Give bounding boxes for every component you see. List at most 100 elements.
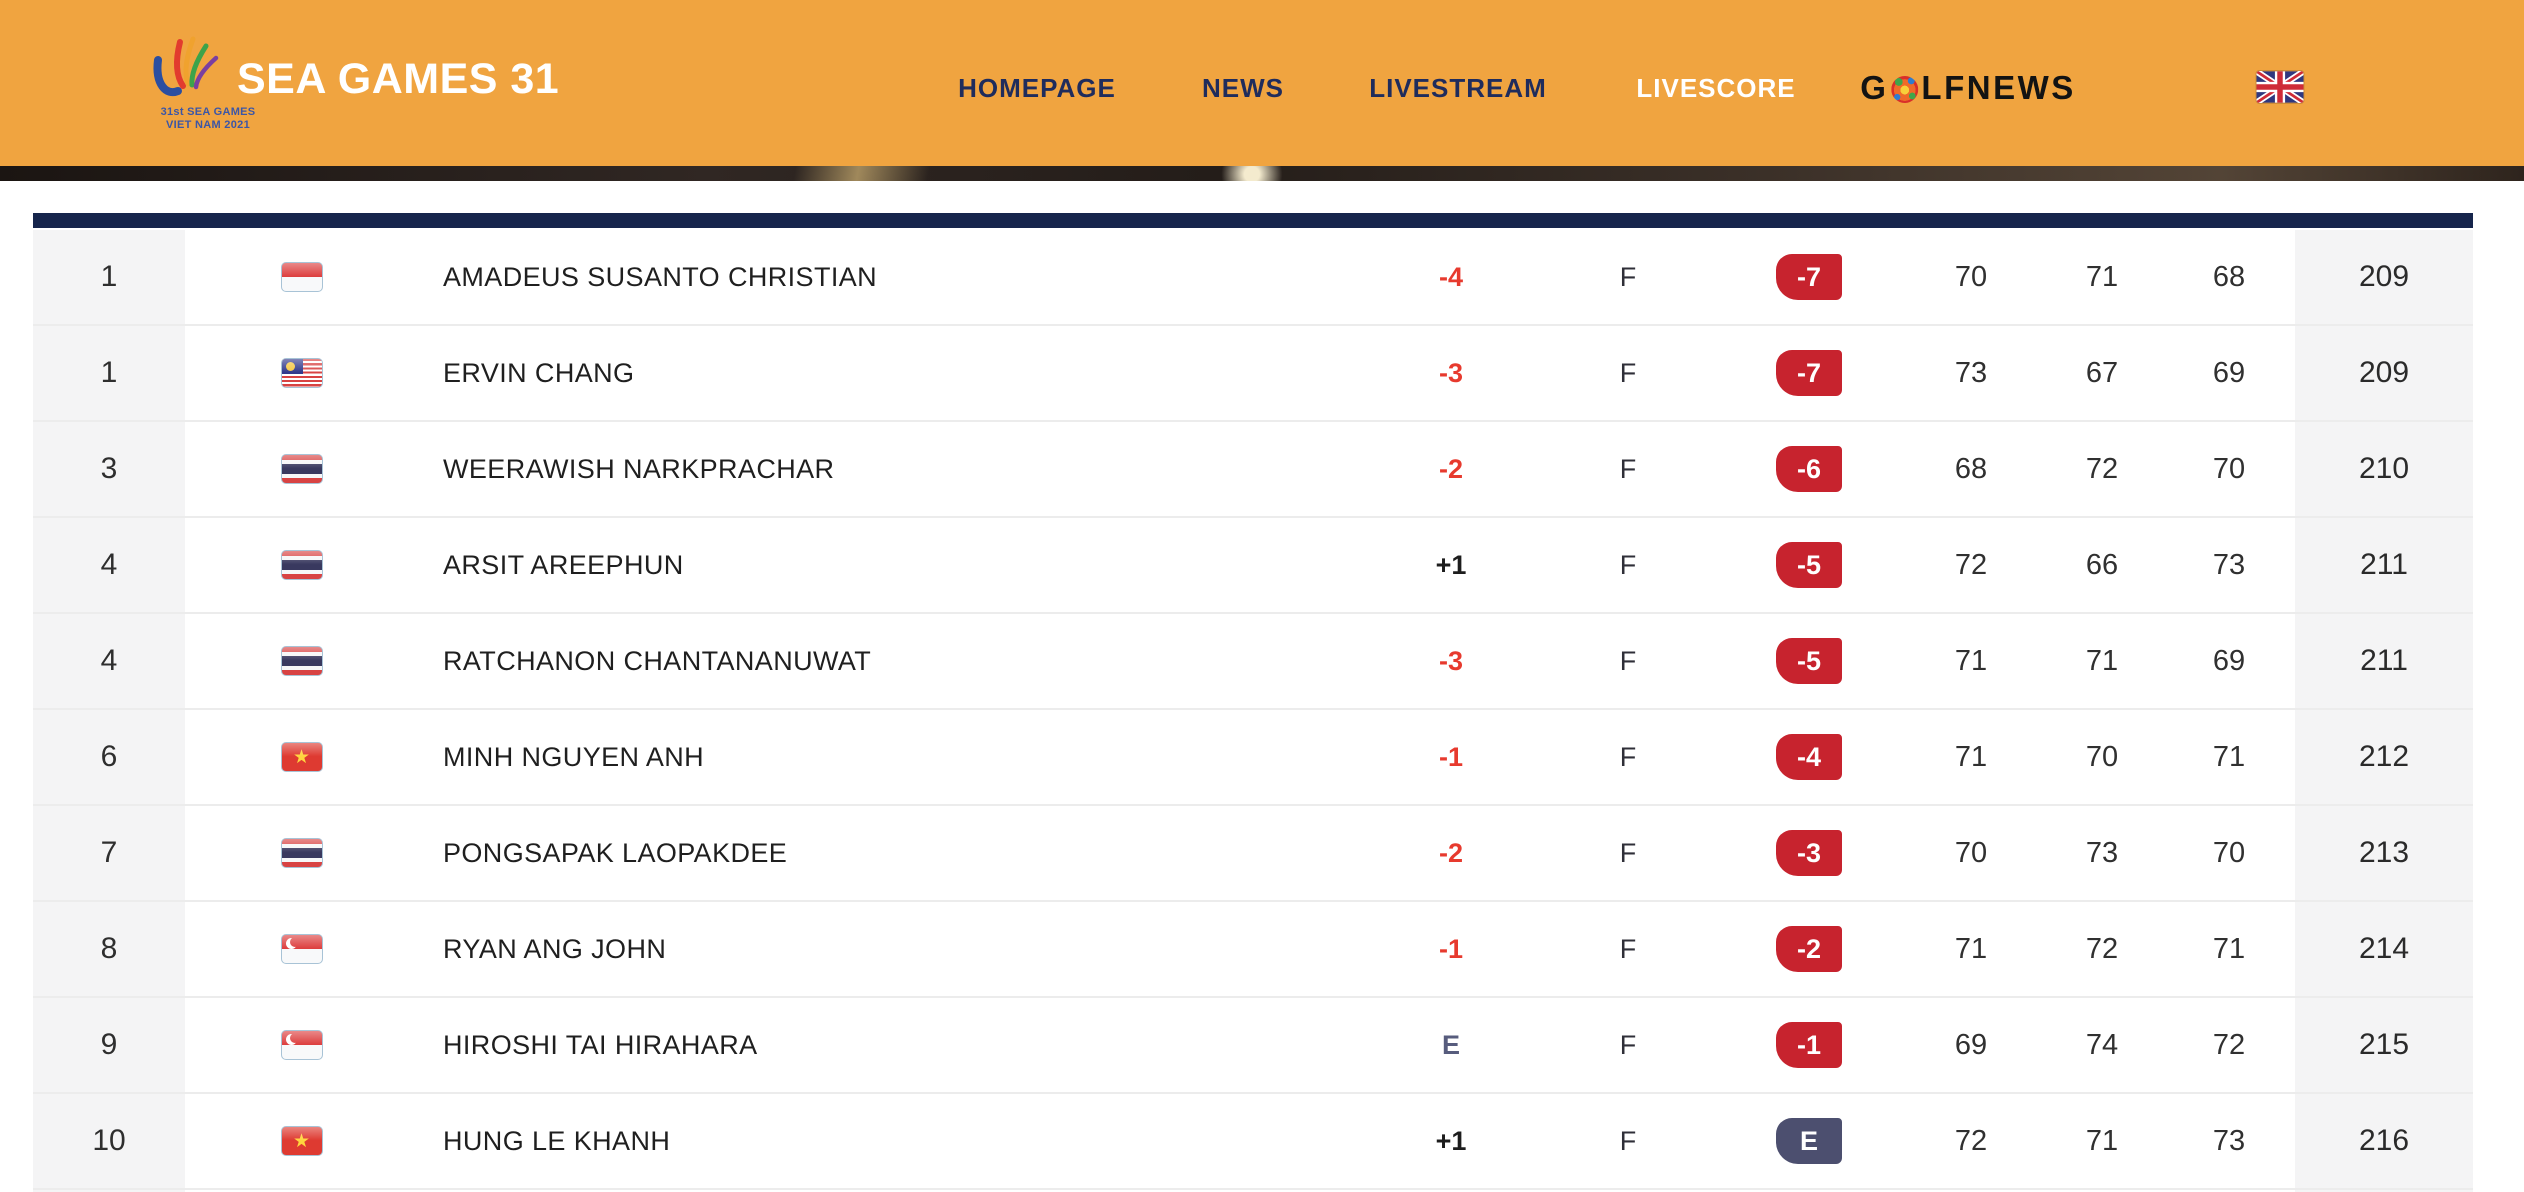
rank-cell: 8 <box>33 902 185 996</box>
rank-cell: 4 <box>33 518 185 612</box>
thru-status: F <box>1619 1029 1637 1060</box>
rank-cell: 10 <box>33 1094 185 1188</box>
table-row[interactable]: 7 PONGSAPAK LAOPAKDEE -2 F -3 70 73 70 2… <box>33 806 2473 902</box>
table-row[interactable]: 9 HIROSHI TAI HIRAHARA E F -1 69 74 72 2… <box>33 998 2473 1094</box>
round3-score: 73 <box>2212 548 2246 581</box>
round1-score: 70 <box>1954 260 1988 293</box>
brand-tagline-line2: VIET NAM 2021 <box>166 119 250 131</box>
flag-cell <box>185 518 418 612</box>
nav-item-livescore[interactable]: LIVESCORE <box>1636 73 1796 103</box>
table-row[interactable]: 3 WEERAWISH NARKPRACHAR -2 F -6 68 72 70… <box>33 422 2473 518</box>
round1-score: 69 <box>1954 1028 1988 1061</box>
country-flag-icon-sg <box>280 1030 323 1060</box>
score-badge: -1 <box>1776 1022 1842 1068</box>
nav-item-news[interactable]: NEWS <box>1202 73 1284 103</box>
flag-cell <box>185 998 418 1092</box>
table-row[interactable]: 10 ★ HUNG LE KHANH +1 F E 72 71 73 216 <box>33 1094 2473 1190</box>
round1-score: 73 <box>1954 356 1988 389</box>
golfnews-prefix: G <box>1860 69 1889 106</box>
score-badge: E <box>1776 1118 1842 1164</box>
table-row[interactable]: 1 AMADEUS SUSANTO CHRISTIAN -4 F -7 70 7… <box>33 230 2473 326</box>
player-name[interactable]: HIROSHI TAI HIRAHARA <box>443 1029 758 1060</box>
thru-status: F <box>1619 357 1637 388</box>
country-flag-icon-th <box>280 550 323 580</box>
round1-score: 71 <box>1954 644 1988 677</box>
today-score: E <box>1441 1029 1460 1060</box>
round2-score: 70 <box>2085 740 2119 773</box>
to-par-cell: E <box>1717 1094 1901 1188</box>
country-flag-icon-my <box>280 358 323 388</box>
player-name[interactable]: AMADEUS SUSANTO CHRISTIAN <box>443 261 878 292</box>
table-row[interactable]: 4 ARSIT AREEPHUN +1 F -5 72 66 73 211 <box>33 518 2473 614</box>
brand-tagline: 31st SEA GAMES VIET NAM 2021 <box>138 106 278 132</box>
language-flag-uk-icon[interactable] <box>2256 71 2304 103</box>
round1-score: 71 <box>1954 740 1988 773</box>
total-score: 212 <box>2295 710 2473 804</box>
total-score <box>2295 1190 2473 1192</box>
banner-image-strip <box>0 166 2524 181</box>
player-name[interactable]: RYAN ANG JOHN <box>443 933 667 964</box>
table-row[interactable]: 4 RATCHANON CHANTANANUWAT -3 F -5 71 71 … <box>33 614 2473 710</box>
today-score: -3 <box>1438 645 1463 676</box>
main-nav: HOMEPAGE NEWS LIVESTREAM LIVESCORE <box>0 0 2524 166</box>
nav-item-homepage[interactable]: HOMEPAGE <box>958 73 1116 103</box>
score-badge: -7 <box>1776 254 1842 300</box>
score-badge: -7 <box>1776 350 1842 396</box>
total-score: 213 <box>2295 806 2473 900</box>
brand-logo[interactable]: 31st SEA GAMES VIET NAM 2021 SEA GAMES 3… <box>146 0 566 166</box>
player-name[interactable]: ARSIT AREEPHUN <box>443 549 684 580</box>
player-name[interactable]: ERVIN CHANG <box>443 357 635 388</box>
nav-item-livestream[interactable]: LIVESTREAM <box>1369 73 1547 103</box>
player-name[interactable]: MINH NGUYEN ANH <box>443 741 705 772</box>
round2-score: 73 <box>2085 836 2119 869</box>
round3-score: 72 <box>2212 1028 2246 1061</box>
brand-tagline-line1: 31st SEA GAMES <box>160 106 256 118</box>
total-score: 209 <box>2295 230 2473 324</box>
today-score: +1 <box>1435 549 1467 580</box>
today-score: -4 <box>1438 261 1463 292</box>
flag-cell <box>185 806 418 900</box>
round1-score: 71 <box>1954 932 1988 965</box>
country-flag-icon-vn: ★ <box>280 742 323 772</box>
to-par-cell: -6 <box>1717 422 1901 516</box>
country-flag-icon-th <box>280 838 323 868</box>
thru-status: F <box>1619 741 1637 772</box>
country-flag-icon-sg <box>280 934 323 964</box>
score-badge: -5 <box>1776 638 1842 684</box>
today-score: -3 <box>1438 357 1463 388</box>
player-name[interactable]: HUNG LE KHANH <box>443 1125 671 1156</box>
thru-status: F <box>1619 837 1637 868</box>
player-name[interactable]: PONGSAPAK LAOPAKDEE <box>443 837 788 868</box>
total-score: 215 <box>2295 998 2473 1092</box>
total-score: 214 <box>2295 902 2473 996</box>
country-flag-icon-id <box>280 262 323 292</box>
table-row[interactable]: 1 ERVIN CHANG -3 F -7 73 67 69 209 <box>33 326 2473 422</box>
golf-ball-icon <box>1891 75 1919 103</box>
round2-score: 66 <box>2085 548 2119 581</box>
round2-score: 67 <box>2085 356 2119 389</box>
country-flag-icon-vn: ★ <box>280 1126 323 1156</box>
table-row[interactable]: 6 ★ MINH NGUYEN ANH -1 F -4 71 70 71 212 <box>33 710 2473 806</box>
score-badge: -2 <box>1776 926 1842 972</box>
score-badge: -3 <box>1776 830 1842 876</box>
total-score: 209 <box>2295 326 2473 420</box>
brand-title: SEA GAMES 31 <box>237 55 560 103</box>
thru-status: F <box>1619 933 1637 964</box>
rank-cell: 4 <box>33 614 185 708</box>
rank-cell: 3 <box>33 422 185 516</box>
rank-cell: 7 <box>33 806 185 900</box>
player-name[interactable]: WEERAWISH NARKPRACHAR <box>443 453 835 484</box>
flag-cell <box>185 422 418 516</box>
round1-score: 72 <box>1954 548 1988 581</box>
player-name[interactable]: RATCHANON CHANTANANUWAT <box>443 645 872 676</box>
flag-cell <box>185 614 418 708</box>
round3-score: 69 <box>2212 644 2246 677</box>
to-par-cell: -4 <box>1717 710 1901 804</box>
flag-cell <box>185 326 418 420</box>
golfnews-logo[interactable]: G LFNEWS <box>1860 66 2076 110</box>
round1-score: 72 <box>1954 1124 1988 1157</box>
table-row[interactable] <box>33 1190 2473 1192</box>
to-par-cell: -1 <box>1717 998 1901 1092</box>
table-row[interactable]: 8 RYAN ANG JOHN -1 F -2 71 72 71 214 <box>33 902 2473 998</box>
